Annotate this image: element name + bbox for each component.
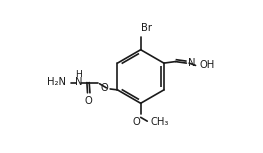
Text: H₂N: H₂N bbox=[47, 77, 66, 87]
Text: CH₃: CH₃ bbox=[151, 117, 169, 127]
Text: OH: OH bbox=[200, 60, 215, 70]
Text: O: O bbox=[100, 83, 108, 93]
Text: Br: Br bbox=[141, 23, 153, 33]
Text: N: N bbox=[75, 77, 82, 87]
Text: H: H bbox=[75, 70, 82, 79]
Text: N: N bbox=[188, 58, 196, 67]
Text: O: O bbox=[84, 96, 92, 106]
Text: O: O bbox=[132, 117, 140, 127]
